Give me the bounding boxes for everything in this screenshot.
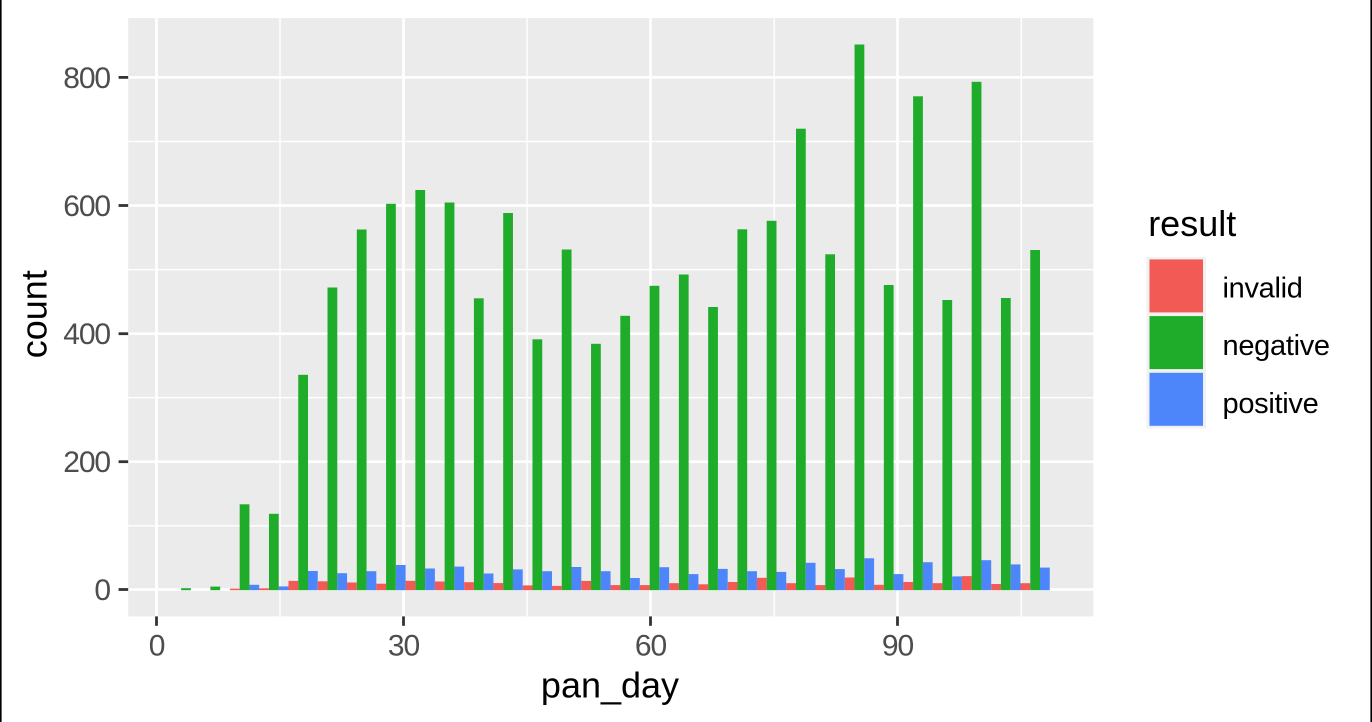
svg-text:90: 90	[882, 630, 914, 663]
svg-text:positive: positive	[1223, 388, 1319, 420]
svg-text:60: 60	[635, 630, 667, 663]
svg-text:30: 30	[388, 630, 420, 663]
svg-text:400: 400	[63, 318, 110, 351]
svg-text:count: count	[13, 270, 54, 358]
svg-text:0: 0	[94, 574, 110, 607]
svg-text:invalid: invalid	[1223, 273, 1303, 305]
svg-text:200: 200	[63, 446, 110, 479]
svg-text:negative: negative	[1223, 330, 1330, 362]
svg-text:800: 800	[63, 62, 110, 95]
svg-text:result: result	[1148, 203, 1236, 244]
svg-text:0: 0	[149, 630, 165, 663]
svg-text:pan_day: pan_day	[541, 664, 679, 705]
svg-text:600: 600	[63, 190, 110, 223]
